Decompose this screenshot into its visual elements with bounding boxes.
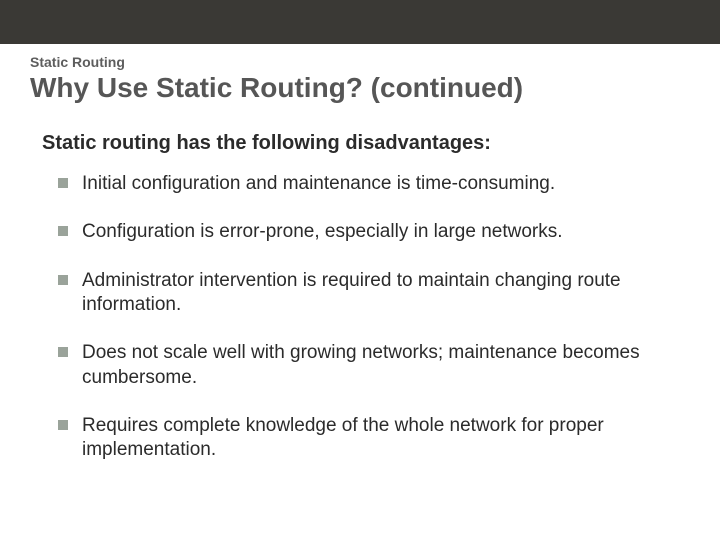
square-bullet-icon (58, 275, 68, 285)
list-item: Does not scale well with growing network… (58, 341, 680, 390)
top-bar (0, 0, 720, 44)
list-item: Initial configuration and maintenance is… (58, 172, 680, 196)
square-bullet-icon (58, 420, 68, 430)
slide-title: Why Use Static Routing? (continued) (30, 72, 523, 104)
slide: Static Routing Why Use Static Routing? (… (0, 0, 720, 540)
list-item: Administrator intervention is required t… (58, 269, 680, 318)
bullet-text: Administrator intervention is required t… (82, 270, 621, 315)
list-item: Requires complete knowledge of the whole… (58, 414, 680, 463)
square-bullet-icon (58, 347, 68, 357)
eyebrow-text: Static Routing (30, 54, 125, 70)
bullet-text: Configuration is error-prone, especially… (82, 221, 563, 242)
bullet-text: Requires complete knowledge of the whole… (82, 415, 604, 460)
slide-subhead: Static routing has the following disadva… (42, 132, 491, 155)
square-bullet-icon (58, 178, 68, 188)
bullet-list: Initial configuration and maintenance is… (58, 172, 680, 487)
list-item: Configuration is error-prone, especially… (58, 220, 680, 244)
bullet-text: Initial configuration and maintenance is… (82, 173, 555, 194)
bullet-text: Does not scale well with growing network… (82, 342, 640, 387)
square-bullet-icon (58, 226, 68, 236)
